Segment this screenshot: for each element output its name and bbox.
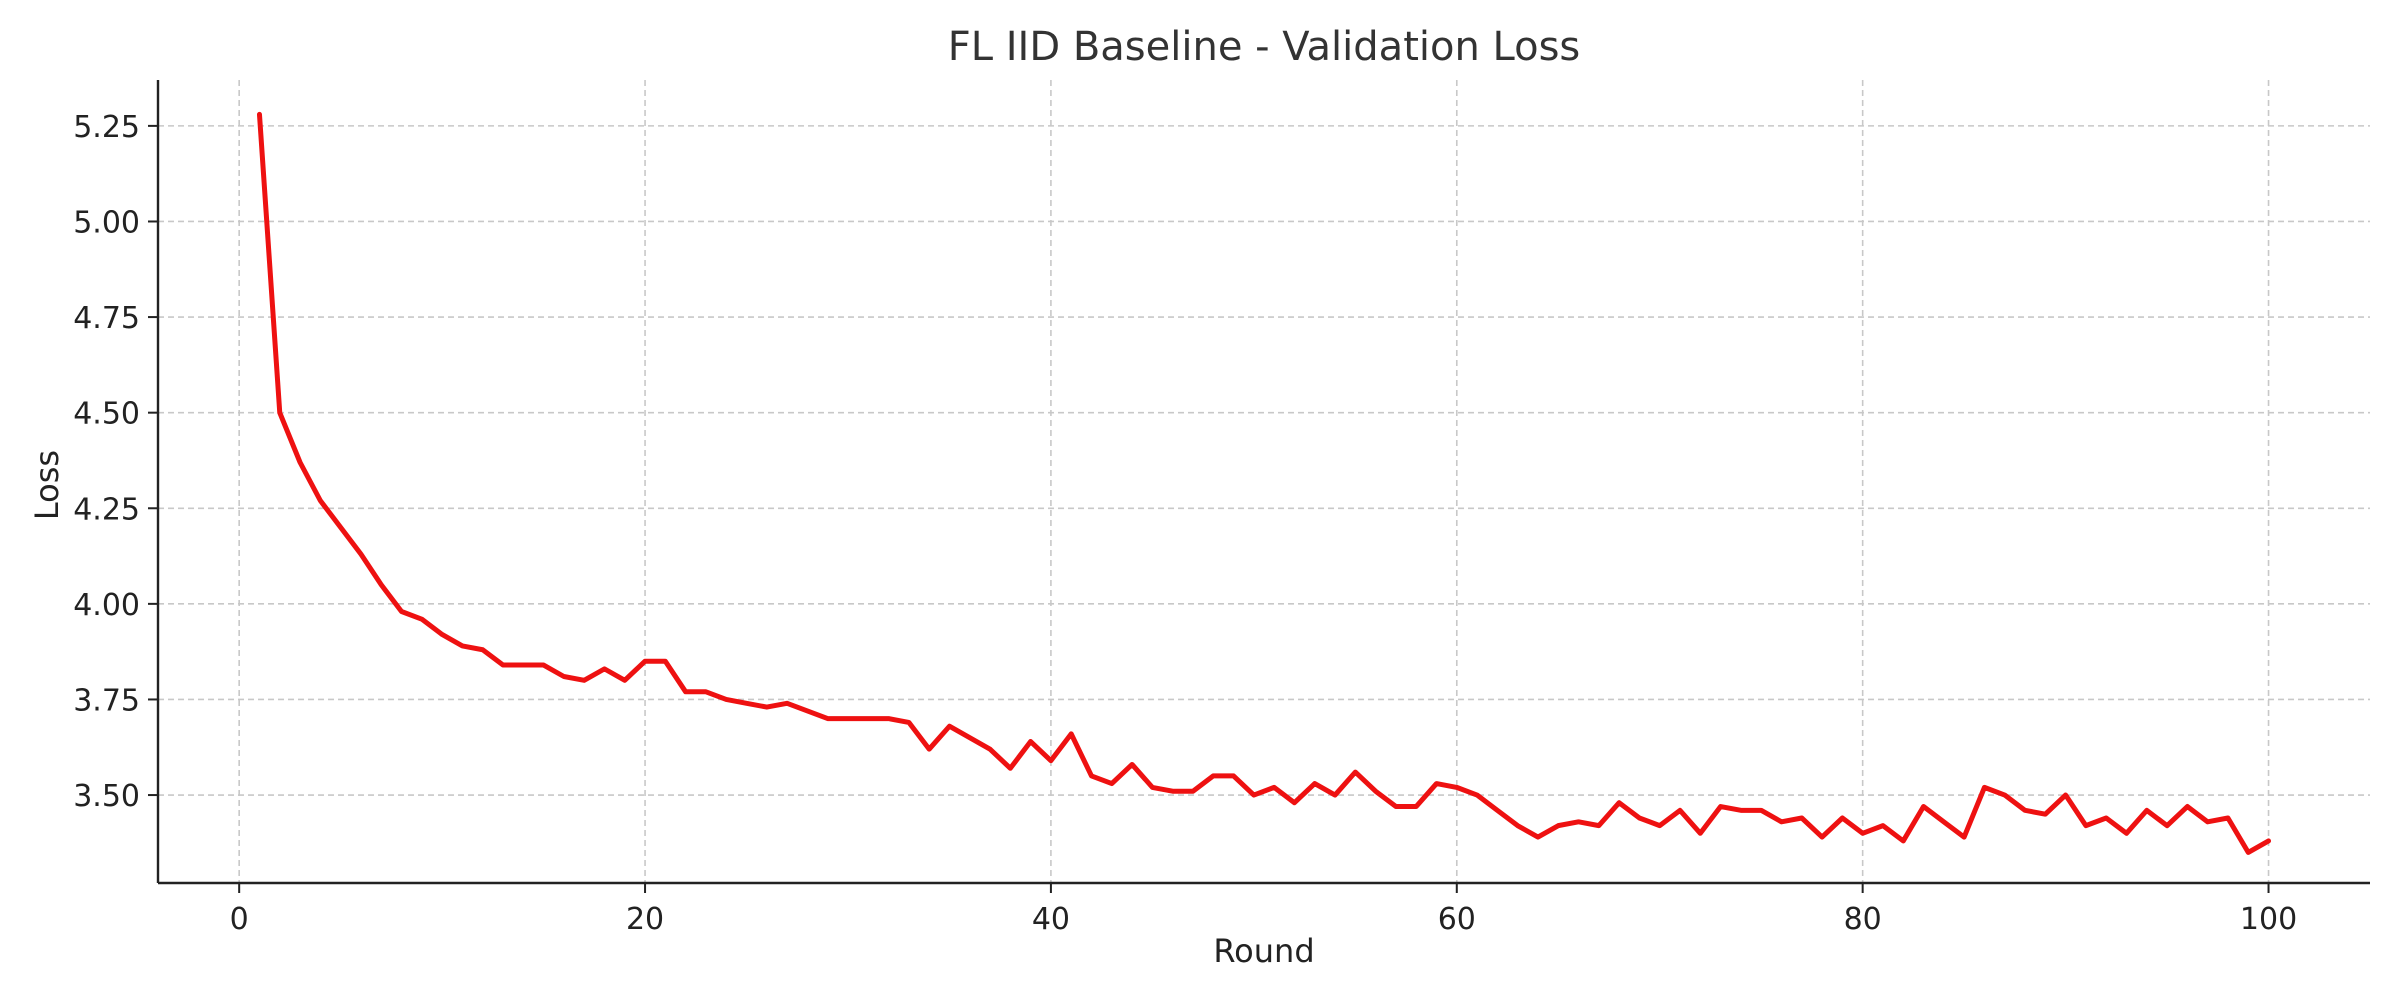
y-axis-label: Loss <box>28 450 66 520</box>
y-tick-label: 3.50 <box>73 779 140 814</box>
y-tick-label: 4.75 <box>73 301 140 336</box>
y-tick-label: 5.00 <box>73 205 140 240</box>
y-tick-label: 4.00 <box>73 588 140 623</box>
x-tick-label: 40 <box>1032 902 1070 937</box>
y-tick-label: 4.25 <box>73 492 140 527</box>
x-tick-label: 20 <box>626 902 664 937</box>
chart-title: FL IID Baseline - Validation Loss <box>948 24 1581 70</box>
validation-loss-line <box>256 111 2272 855</box>
x-axis-label: Round <box>1213 932 1314 970</box>
x-tick-label: 100 <box>2240 902 2297 937</box>
y-tick-label: 4.50 <box>73 397 140 432</box>
x-tick-label: 0 <box>230 902 249 937</box>
y-tick-label: 5.25 <box>73 110 140 145</box>
y-tick-label: 3.75 <box>73 683 140 718</box>
grid-lines <box>158 80 2370 883</box>
x-tick-label: 80 <box>1844 902 1882 937</box>
axis-ticks: 0 20 40 60 80 100 3.50 3.75 4.00 4.25 4.50 4.75 5.00… <box>73 110 2297 937</box>
x-tick-label: 60 <box>1438 902 1476 937</box>
